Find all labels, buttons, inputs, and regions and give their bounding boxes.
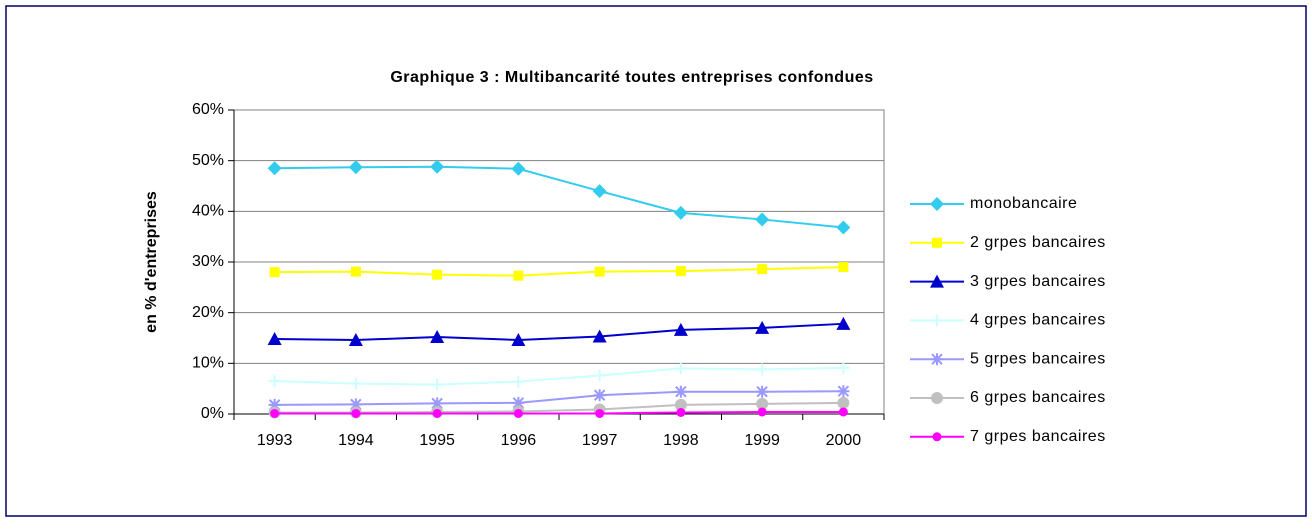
marker — [837, 385, 850, 398]
series-line — [274, 390, 844, 406]
legend-marker — [931, 353, 943, 366]
marker — [595, 408, 605, 418]
marker — [757, 407, 767, 417]
legend-label: 4 grpes bancaires — [970, 312, 1106, 329]
y-tick-label: 50% — [192, 152, 224, 169]
legend-label: monobancaire — [970, 195, 1077, 212]
marker — [268, 375, 281, 388]
legend-label: 7 grpes bancaires — [970, 428, 1106, 445]
x-tick-label: 2000 — [826, 432, 862, 449]
marker — [836, 220, 851, 235]
x-tick-label: 1996 — [501, 432, 537, 449]
x-tick-label: 1993 — [257, 432, 293, 449]
legend-marker — [932, 237, 942, 248]
marker — [512, 396, 525, 409]
y-tick-label: 30% — [192, 253, 224, 270]
marker — [592, 329, 607, 343]
marker — [349, 377, 362, 390]
marker — [755, 320, 770, 334]
marker — [512, 375, 525, 388]
marker — [837, 396, 850, 409]
marker — [431, 378, 444, 391]
marker — [267, 332, 282, 346]
legend-marker — [932, 432, 942, 442]
marker — [674, 385, 687, 398]
marker — [269, 267, 280, 278]
marker — [674, 398, 687, 411]
marker — [350, 266, 361, 277]
x-tick-label: 1999 — [744, 432, 780, 449]
marker — [674, 362, 687, 375]
marker — [594, 266, 605, 277]
marker — [349, 398, 362, 411]
marker — [673, 205, 688, 220]
marker — [511, 333, 526, 347]
marker — [756, 363, 769, 376]
legend-marker — [931, 314, 943, 327]
marker — [673, 322, 688, 336]
y-tick-label: 0% — [201, 405, 224, 422]
legend-marker — [930, 274, 944, 288]
marker — [270, 408, 280, 418]
marker — [757, 264, 768, 275]
series-line — [274, 165, 844, 229]
marker — [513, 408, 523, 418]
marker — [836, 316, 851, 330]
legend-label: 2 grpes bancaires — [970, 234, 1106, 251]
marker — [675, 266, 686, 277]
marker — [431, 397, 444, 410]
marker — [432, 269, 443, 280]
marker — [348, 333, 363, 347]
y-tick-label: 60% — [192, 101, 224, 118]
legend-label: 6 grpes bancaires — [970, 389, 1106, 406]
series-line — [274, 322, 844, 342]
x-tick-label: 1995 — [419, 432, 455, 449]
marker — [838, 407, 848, 417]
series-line — [274, 366, 844, 386]
x-tick-label: 1998 — [663, 432, 699, 449]
marker — [837, 361, 850, 374]
marker — [756, 397, 769, 410]
legend-marker — [930, 197, 944, 211]
y-tick-label: 40% — [192, 203, 224, 220]
marker — [592, 184, 607, 199]
legend-label: 3 grpes bancaires — [970, 273, 1106, 290]
marker — [676, 407, 686, 417]
marker — [838, 262, 849, 273]
marker — [511, 161, 526, 176]
marker — [593, 389, 606, 402]
marker — [513, 270, 524, 281]
marker — [756, 385, 769, 398]
marker — [267, 161, 282, 176]
marker — [348, 160, 363, 175]
x-tick-label: 1994 — [338, 432, 374, 449]
marker — [268, 398, 281, 411]
y-tick-label: 20% — [192, 304, 224, 321]
legend-marker — [931, 392, 943, 404]
marker — [430, 159, 445, 174]
legend-label: 5 grpes bancaires — [970, 350, 1106, 367]
marker — [755, 212, 770, 227]
series-line — [274, 266, 844, 277]
series-line — [274, 401, 844, 414]
series-line — [274, 410, 844, 415]
y-tick-label: 10% — [192, 355, 224, 372]
chart-title: Graphique 3 : Multibancarité toutes entr… — [390, 69, 873, 86]
marker — [593, 369, 606, 382]
marker — [351, 408, 361, 418]
x-tick-label: 1997 — [582, 432, 618, 449]
marker — [430, 329, 445, 343]
marker — [432, 408, 442, 418]
y-axis-label: en % d'entreprises — [143, 191, 160, 333]
